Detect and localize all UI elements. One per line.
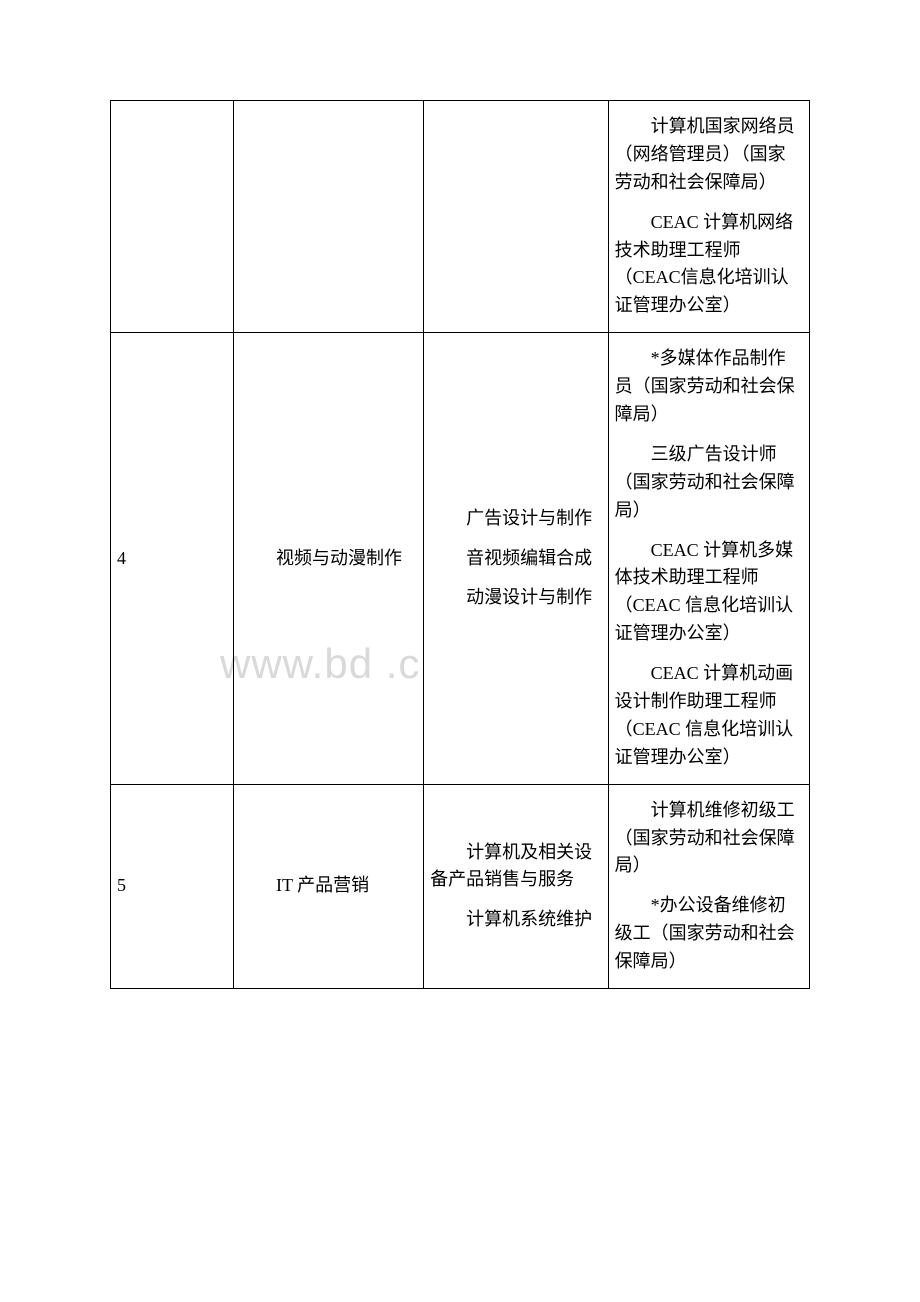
spec-table: 计算机国家网络员（网络管理员）（国家劳动和社会保障局） CEAC 计算机网络技术… — [110, 100, 810, 989]
cert-para: *多媒体作品制作员（国家劳动和社会保障局） — [615, 345, 803, 429]
post-para: 音视频编辑合成 — [430, 545, 602, 573]
cell-certs: 计算机维修初级工（国家劳动和社会保障局） *办公设备维修初级工（国家劳动和社会保… — [608, 784, 809, 988]
cell-certs: 计算机国家网络员（网络管理员）（国家劳动和社会保障局） CEAC 计算机网络技术… — [608, 101, 809, 333]
cert-para: CEAC 计算机多媒体技术助理工程师（CEAC 信息化培训认证管理办公室） — [615, 537, 803, 649]
cert-para: 计算机国家网络员（网络管理员）（国家劳动和社会保障局） — [615, 113, 803, 197]
table-row: 计算机国家网络员（网络管理员）（国家劳动和社会保障局） CEAC 计算机网络技术… — [111, 101, 810, 333]
cell-posts: 广告设计与制作 音视频编辑合成 动漫设计与制作 — [424, 333, 609, 784]
cert-para: 计算机维修初级工（国家劳动和社会保障局） — [615, 797, 803, 881]
dir-para: IT 产品营销 — [240, 872, 417, 900]
post-para: 广告设计与制作 — [430, 505, 602, 533]
cert-para: *办公设备维修初级工（国家劳动和社会保障局） — [615, 892, 803, 976]
cell-direction — [234, 101, 424, 333]
post-para: 计算机系统维护 — [430, 906, 602, 934]
cert-para: 三级广告设计师（国家劳动和社会保障局） — [615, 441, 803, 525]
cell-posts: 计算机及相关设备产品销售与服务 计算机系统维护 — [424, 784, 609, 988]
cell-index: 5 — [111, 784, 234, 988]
cell-posts — [424, 101, 609, 333]
table-row: 4 视频与动漫制作 广告设计与制作 音视频编辑合成 动漫设计与制作 *多媒体作品… — [111, 333, 810, 784]
cell-direction: 视频与动漫制作 — [234, 333, 424, 784]
cert-para: CEAC 计算机动画设计制作助理工程师（CEAC 信息化培训认证管理办公室） — [615, 660, 803, 772]
post-para: 动漫设计与制作 — [430, 584, 602, 612]
cell-index: 4 — [111, 333, 234, 784]
dir-para: 视频与动漫制作 — [240, 545, 417, 573]
cell-index — [111, 101, 234, 333]
cell-direction: IT 产品营销 — [234, 784, 424, 988]
cell-certs: *多媒体作品制作员（国家劳动和社会保障局） 三级广告设计师（国家劳动和社会保障局… — [608, 333, 809, 784]
cert-para: CEAC 计算机网络技术助理工程师（CEAC信息化培训认证管理办公室） — [615, 209, 803, 321]
table-row: 5 IT 产品营销 计算机及相关设备产品销售与服务 计算机系统维护 计算机维修初… — [111, 784, 810, 988]
post-para: 计算机及相关设备产品销售与服务 — [430, 839, 602, 895]
